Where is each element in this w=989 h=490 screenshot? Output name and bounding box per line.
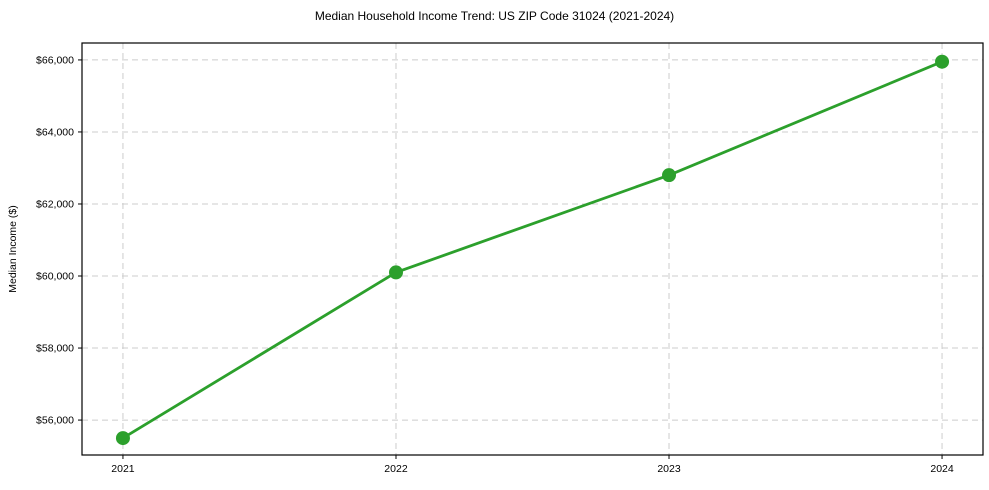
chart-title: Median Household Income Trend: US ZIP Co… (314, 9, 675, 23)
y-tick-label: $64,000 (36, 126, 74, 138)
y-tick-label: $56,000 (36, 415, 74, 427)
x-tick-label: 2023 (657, 463, 681, 475)
y-tick-label: $62,000 (36, 198, 74, 210)
data-point-2024 (935, 54, 950, 69)
data-point-2022 (388, 265, 403, 280)
y-tick-label: $60,000 (36, 271, 74, 283)
x-tick-label: 2021 (111, 463, 135, 475)
plot-border (81, 42, 984, 456)
x-tick-label: 2022 (384, 463, 408, 475)
data-point-2023 (662, 168, 677, 183)
y-tick-label: $66,000 (36, 54, 74, 66)
data-point-2021 (115, 431, 130, 446)
x-tick-label: 2024 (930, 463, 954, 475)
y-tick-label: $58,000 (36, 343, 74, 355)
y-axis-label-text: Median Income ($) (7, 205, 19, 293)
trend-line (121, 60, 944, 440)
